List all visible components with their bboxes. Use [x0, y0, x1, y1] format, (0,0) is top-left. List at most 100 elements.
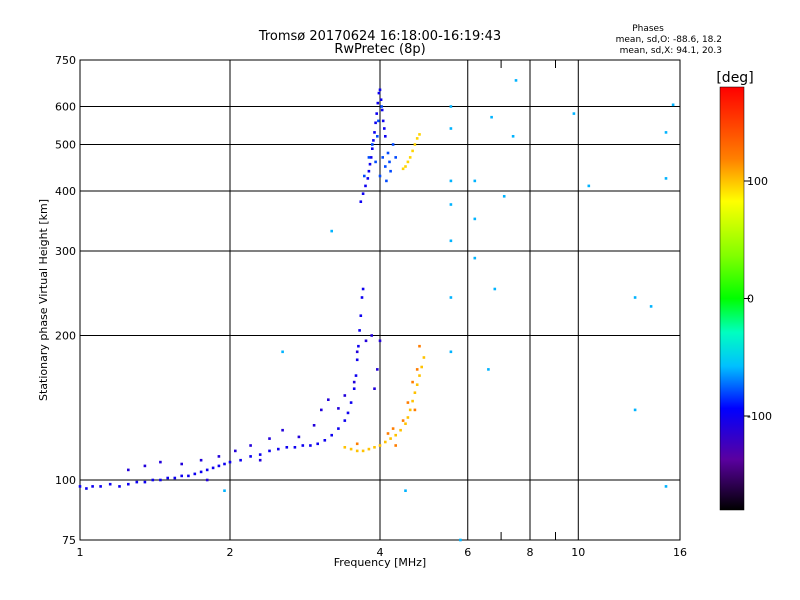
data-point — [217, 455, 221, 458]
data-point — [320, 408, 323, 412]
data-point — [85, 487, 88, 490]
data-point — [159, 478, 162, 482]
data-point — [377, 119, 380, 123]
data-point — [473, 179, 477, 183]
data-point — [349, 447, 353, 451]
data-point — [633, 296, 637, 299]
data-point — [473, 256, 477, 260]
data-point — [355, 350, 359, 354]
data-point — [404, 489, 407, 492]
data-point — [399, 428, 402, 432]
data-point — [587, 184, 591, 188]
data-point — [346, 411, 350, 415]
data-point — [371, 147, 374, 150]
data-point — [375, 112, 378, 115]
data-point — [394, 444, 397, 447]
data-point — [363, 174, 366, 178]
data-point — [268, 449, 271, 453]
y-tick-label: 750 — [55, 54, 76, 67]
data-point — [349, 401, 353, 404]
data-point — [337, 407, 340, 410]
data-point — [281, 350, 284, 354]
data-point — [258, 458, 262, 462]
data-point — [633, 408, 637, 412]
data-point — [406, 401, 410, 404]
data-point — [473, 217, 477, 221]
y-tick-label: 600 — [55, 101, 76, 114]
data-point — [205, 468, 209, 472]
x-tick-label: 8 — [527, 546, 534, 559]
phase-o-stats: mean, sd,O: -88.6, 18.2 — [616, 35, 722, 45]
colorbar-tick-label: 100 — [747, 175, 768, 188]
data-point — [166, 476, 169, 480]
y-tick-label: 500 — [55, 139, 76, 152]
data-point — [401, 419, 405, 422]
data-point — [249, 455, 252, 458]
data-point — [217, 464, 221, 468]
data-point — [384, 440, 387, 444]
data-point — [159, 460, 162, 464]
data-point — [384, 165, 387, 168]
chart-subtitle: RwPretec (8p) — [334, 42, 425, 57]
data-point — [415, 368, 419, 371]
data-point — [406, 416, 410, 419]
data-point — [99, 485, 102, 488]
data-point — [386, 432, 390, 435]
colorbar: [deg] 100 0 -100 — [716, 70, 772, 511]
data-point — [394, 433, 397, 437]
data-point — [301, 444, 305, 447]
data-point — [312, 424, 316, 427]
data-point — [330, 433, 333, 437]
data-point — [385, 179, 388, 183]
data-point — [373, 446, 376, 449]
data-point — [649, 305, 653, 308]
x-axis: 1 2 4 6 8 10 16 — [77, 60, 687, 559]
data-point — [664, 177, 668, 180]
colorbar-tick-label: -100 — [747, 410, 772, 423]
data-point — [404, 422, 407, 425]
colorbar-gradient — [720, 87, 744, 510]
data-point — [384, 135, 387, 138]
data-point — [389, 437, 392, 440]
phase-heading: Phases — [632, 24, 664, 34]
data-point — [502, 195, 506, 198]
data-point — [449, 296, 453, 299]
data-point — [404, 165, 407, 168]
data-point — [415, 383, 419, 386]
data-point — [664, 131, 668, 134]
data-point — [367, 169, 371, 173]
data-point — [343, 394, 347, 397]
data-point — [370, 334, 373, 337]
y-tick-label: 100 — [55, 474, 76, 487]
data-point — [78, 485, 82, 488]
data-point — [388, 160, 391, 164]
data-point — [223, 489, 226, 492]
data-point — [361, 287, 365, 291]
data-point — [376, 135, 379, 138]
data-point — [337, 427, 340, 430]
x-tick-label: 10 — [571, 546, 585, 559]
data-point — [330, 229, 333, 233]
y-axis-label: Stationary phase Virtual Height [km] — [37, 199, 50, 401]
colorbar-ticks: 100 0 -100 — [744, 175, 772, 423]
data-point — [285, 446, 289, 449]
data-point — [108, 482, 112, 486]
data-point — [379, 98, 383, 101]
y-tick-label: 200 — [55, 330, 76, 343]
data-point — [364, 184, 367, 188]
data-point — [408, 156, 412, 159]
y-tick-label: 300 — [55, 245, 76, 258]
data-point — [490, 115, 493, 119]
data-point — [297, 435, 301, 439]
data-point — [327, 398, 330, 401]
data-point — [277, 447, 280, 451]
data-point — [449, 127, 453, 130]
data-point — [239, 458, 242, 462]
data-point — [358, 329, 361, 332]
data-point — [372, 139, 375, 142]
data-point — [193, 472, 197, 476]
phase-info: Phases mean, sd,O: -88.6, 18.2 mean, sd,… — [616, 24, 722, 56]
data-point — [352, 387, 356, 390]
data-point — [381, 156, 384, 159]
